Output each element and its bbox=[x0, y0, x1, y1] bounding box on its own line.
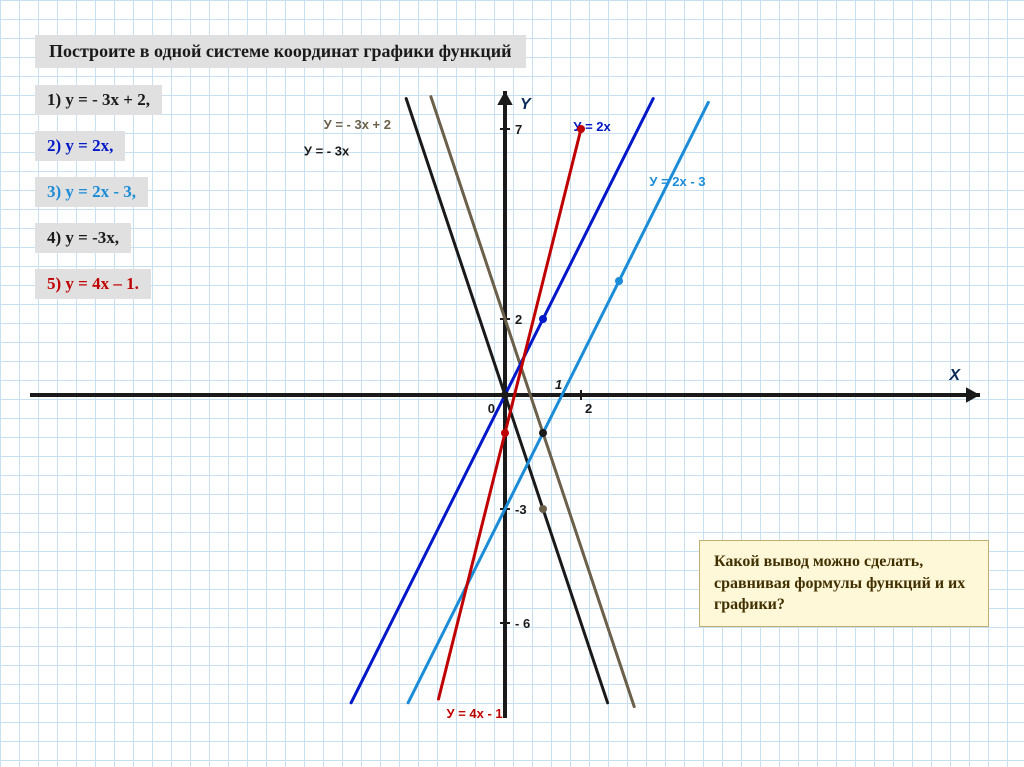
svg-text:1: 1 bbox=[555, 377, 562, 392]
svg-text:- 6: - 6 bbox=[515, 616, 530, 631]
svg-text:2: 2 bbox=[515, 312, 522, 327]
svg-text:У = - 3x + 2: У = - 3x + 2 bbox=[324, 117, 391, 132]
svg-text:X: X bbox=[948, 367, 961, 384]
svg-text:0: 0 bbox=[488, 401, 495, 416]
question-box: Какой вывод можно сделать, сравнивая фор… bbox=[699, 540, 989, 627]
svg-text:7: 7 bbox=[515, 122, 522, 137]
svg-text:-3: -3 bbox=[515, 502, 527, 517]
svg-text:Y: Y bbox=[520, 96, 532, 113]
svg-text:У = 4x - 1: У = 4x - 1 bbox=[447, 706, 503, 720]
svg-text:У = 2x - 3: У = 2x - 3 bbox=[649, 174, 705, 189]
svg-text:2: 2 bbox=[585, 401, 592, 416]
svg-text:У = - 3x: У = - 3x bbox=[304, 144, 350, 159]
